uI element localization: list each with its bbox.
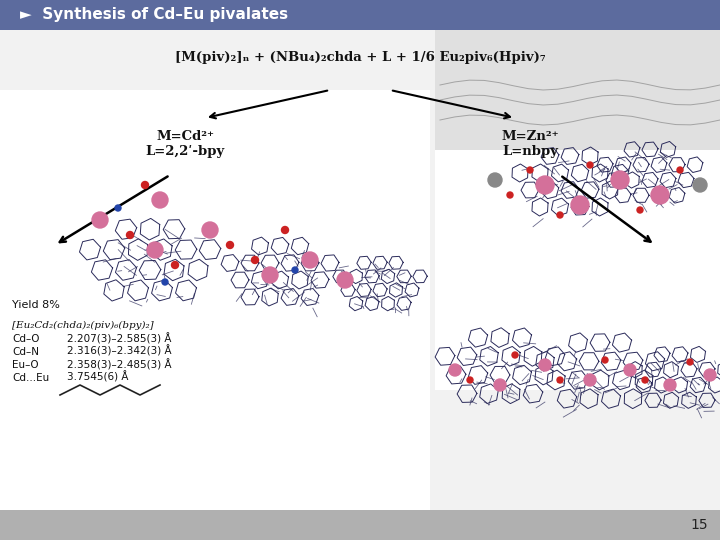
Text: M=Cd²⁺: M=Cd²⁺ bbox=[156, 130, 214, 143]
Circle shape bbox=[467, 377, 473, 383]
Circle shape bbox=[693, 178, 707, 192]
Circle shape bbox=[127, 232, 133, 239]
Bar bbox=[435, 90, 720, 390]
Text: Cd–N: Cd–N bbox=[12, 347, 39, 357]
Circle shape bbox=[449, 364, 461, 376]
Text: [M(piv)₂]ₙ + (NBu₄)₂chda + L + 1/6 Eu₂piv₆(Hpiv)₇: [M(piv)₂]ₙ + (NBu₄)₂chda + L + 1/6 Eu₂pi… bbox=[175, 51, 545, 64]
Circle shape bbox=[302, 252, 318, 268]
Bar bbox=[0, 30, 720, 510]
Circle shape bbox=[92, 212, 108, 228]
Text: Yield 8%: Yield 8% bbox=[12, 300, 60, 310]
Circle shape bbox=[202, 222, 218, 238]
Circle shape bbox=[539, 359, 551, 371]
Circle shape bbox=[602, 357, 608, 363]
Circle shape bbox=[584, 374, 596, 386]
Bar bbox=[435, 30, 720, 150]
Circle shape bbox=[557, 212, 563, 218]
Circle shape bbox=[651, 186, 669, 204]
Text: Cd...Eu: Cd...Eu bbox=[12, 373, 49, 383]
Text: 15: 15 bbox=[690, 518, 708, 532]
Circle shape bbox=[227, 241, 233, 248]
Circle shape bbox=[488, 173, 502, 187]
Bar bbox=[0, 90, 430, 510]
Circle shape bbox=[282, 226, 289, 233]
Circle shape bbox=[704, 369, 716, 381]
Circle shape bbox=[507, 192, 513, 198]
Circle shape bbox=[171, 261, 179, 268]
Circle shape bbox=[147, 242, 163, 258]
Text: 2.207(3)–2.585(3) Å: 2.207(3)–2.585(3) Å bbox=[67, 333, 171, 344]
Text: M=Zn²⁺: M=Zn²⁺ bbox=[501, 130, 559, 143]
Circle shape bbox=[687, 359, 693, 365]
Text: 2.316(3)–2.342(3) Å: 2.316(3)–2.342(3) Å bbox=[67, 346, 171, 357]
Text: Eu–O: Eu–O bbox=[12, 360, 39, 370]
Circle shape bbox=[142, 181, 148, 188]
Circle shape bbox=[494, 379, 506, 391]
Circle shape bbox=[637, 207, 643, 213]
Text: L=2,2ʹ-bpy: L=2,2ʹ-bpy bbox=[145, 145, 225, 158]
Circle shape bbox=[251, 256, 258, 264]
Circle shape bbox=[115, 205, 121, 211]
Circle shape bbox=[337, 272, 353, 288]
Circle shape bbox=[262, 267, 278, 283]
Circle shape bbox=[292, 267, 298, 273]
Circle shape bbox=[642, 377, 648, 383]
Circle shape bbox=[162, 279, 168, 285]
Circle shape bbox=[152, 192, 168, 208]
Circle shape bbox=[677, 167, 683, 173]
Circle shape bbox=[611, 171, 629, 189]
Circle shape bbox=[512, 352, 518, 358]
Text: Cd–O: Cd–O bbox=[12, 334, 40, 344]
Circle shape bbox=[587, 162, 593, 168]
Circle shape bbox=[527, 167, 533, 173]
Bar bbox=[0, 0, 720, 30]
Circle shape bbox=[571, 196, 589, 214]
Text: ►  Synthesis of Cd–Eu pivalates: ► Synthesis of Cd–Eu pivalates bbox=[20, 8, 288, 23]
Circle shape bbox=[624, 364, 636, 376]
Text: 2.358(3)–2.485(3) Å: 2.358(3)–2.485(3) Å bbox=[67, 359, 171, 370]
Circle shape bbox=[536, 176, 554, 194]
Bar bbox=[0, 510, 720, 540]
Text: 3.7545(6) Å: 3.7545(6) Å bbox=[67, 372, 128, 383]
Circle shape bbox=[664, 379, 676, 391]
Text: L=nbpy: L=nbpy bbox=[502, 145, 558, 158]
Text: [Eu₂Cd₂(chda)₂(piv)₆(bpy)₂]: [Eu₂Cd₂(chda)₂(piv)₆(bpy)₂] bbox=[12, 321, 153, 330]
Circle shape bbox=[557, 377, 563, 383]
